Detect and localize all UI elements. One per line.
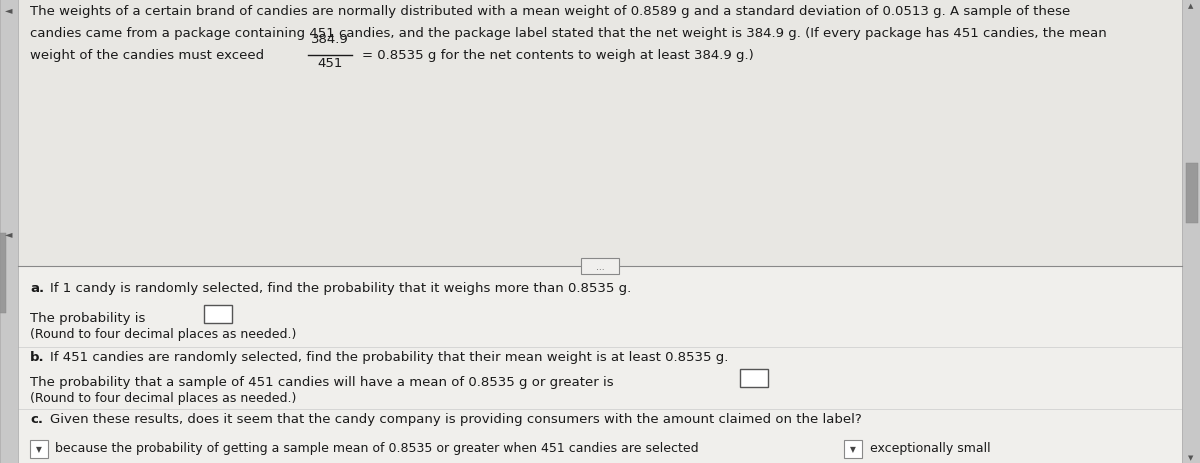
Bar [204,305,232,323]
Text: ▼: ▼ [1188,454,1194,460]
Text: ◄: ◄ [5,5,13,15]
Bar [30,440,48,458]
Bar [0,0,18,463]
Text: ▼: ▼ [36,444,42,454]
Text: The weights of a certain brand of candies are normally distributed with a mean w: The weights of a certain brand of candie… [30,5,1070,18]
Text: ▲: ▲ [1188,3,1194,9]
Bar [740,369,768,387]
Text: The probability that a sample of 451 candies will have a mean of 0.8535 g or gre: The probability that a sample of 451 can… [30,375,613,388]
Text: exceptionally small: exceptionally small [870,441,991,454]
Text: c.: c. [30,412,43,425]
Bar [0,233,6,313]
Text: a.: a. [30,282,44,294]
Bar [1186,163,1198,224]
Text: Given these results, does it seem that the candy company is providing consumers : Given these results, does it seem that t… [50,412,862,425]
Text: = 0.8535 g for the net contents to weigh at least 384.9 g.): = 0.8535 g for the net contents to weigh… [362,49,754,62]
Text: If 1 candy is randomly selected, find the probability that it weighs more than 0: If 1 candy is randomly selected, find th… [50,282,631,294]
Text: (Round to four decimal places as needed.): (Round to four decimal places as needed.… [30,327,296,340]
Bar [18,268,1182,463]
Text: ◄: ◄ [5,229,13,238]
Text: The probability is: The probability is [30,311,145,324]
Bar [844,440,862,458]
Text: (Round to four decimal places as needed.): (Round to four decimal places as needed.… [30,391,296,404]
Text: 384.9: 384.9 [311,33,349,46]
Text: ...: ... [595,262,605,271]
Text: ▼: ▼ [850,444,856,454]
Bar [1182,0,1200,463]
Bar [18,0,1182,269]
Text: 451: 451 [317,57,343,70]
Bar [581,258,619,275]
Text: If 451 candies are randomly selected, find the probability that their mean weigh: If 451 candies are randomly selected, fi… [50,350,728,363]
Text: because the probability of getting a sample mean of 0.8535 or greater when 451 c: because the probability of getting a sam… [55,441,698,454]
Text: candies came from a package containing 451 candies, and the package label stated: candies came from a package containing 4… [30,27,1106,40]
Text: b.: b. [30,350,44,363]
Text: weight of the candies must exceed: weight of the candies must exceed [30,49,264,62]
